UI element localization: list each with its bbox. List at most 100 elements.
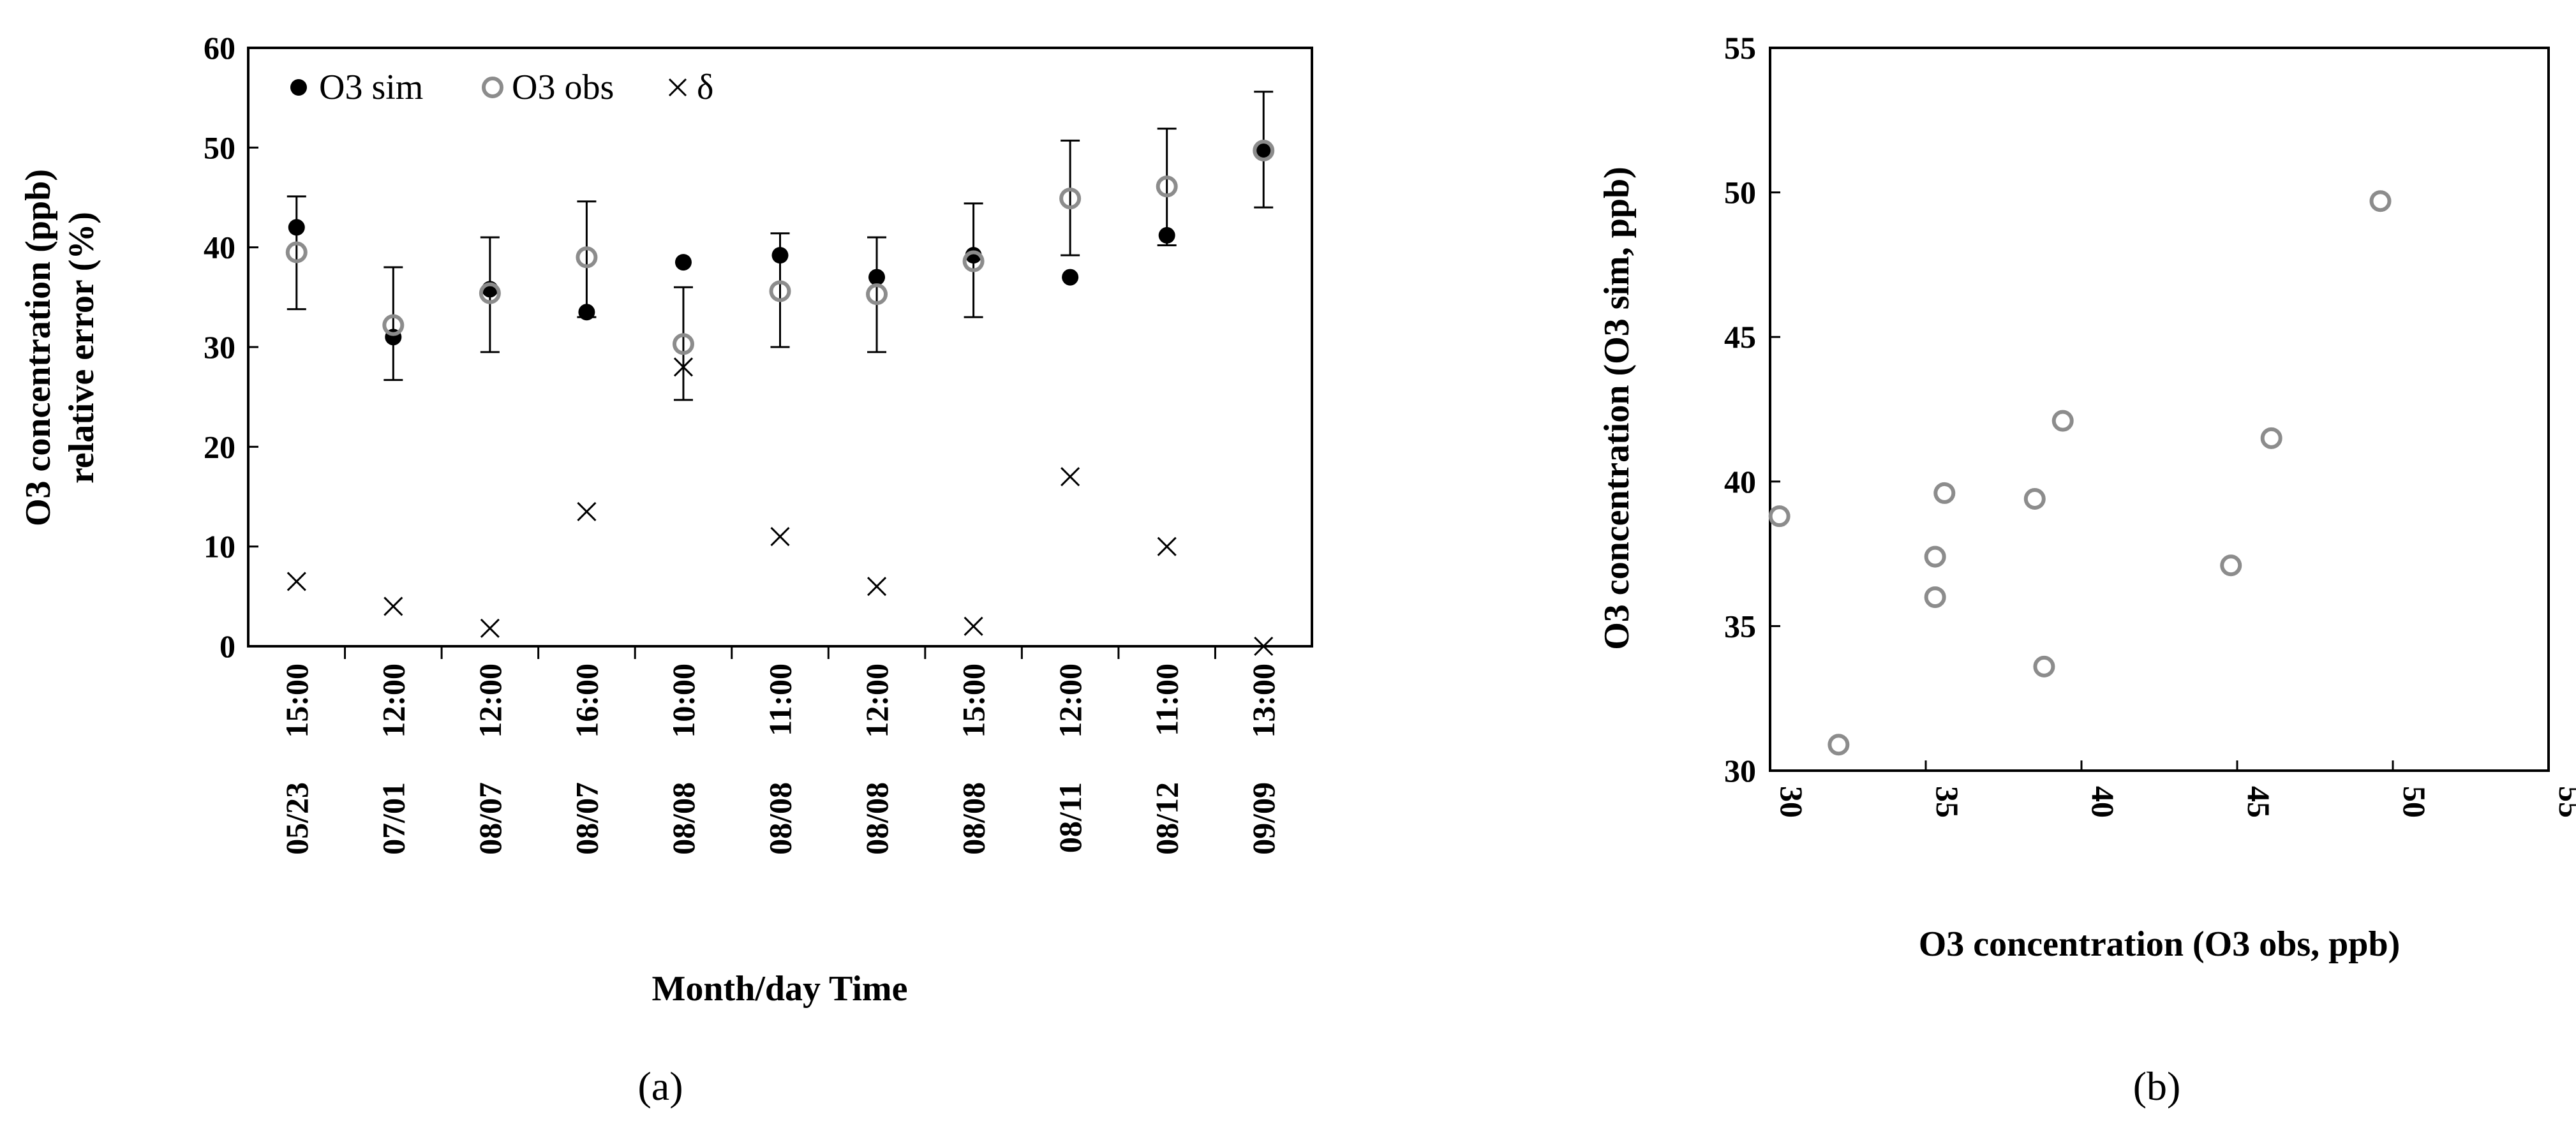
x-category-time: 13:00 <box>1246 663 1281 738</box>
y-tick-label: 40 <box>204 230 235 265</box>
x-tick-label-group: 55 <box>2552 786 2576 818</box>
legend-delta-marker <box>668 78 687 97</box>
obs-point <box>1156 175 1178 198</box>
sim-point <box>288 219 305 236</box>
obs-point <box>1253 140 1275 162</box>
x-category-time: 15:00 <box>956 663 992 738</box>
delta-stroke <box>383 596 403 616</box>
x-category-time: 15:00 <box>279 663 315 738</box>
x-category-date: 05/23 <box>279 782 315 855</box>
x-category-label: 16:00 08/07 <box>569 663 604 855</box>
x-category-label: 12:00 08/07 <box>472 663 508 855</box>
x-category-date: 08/08 <box>666 782 701 855</box>
x-category-date: 08/12 <box>1149 782 1185 855</box>
legend-obs-label: O3 obs <box>512 68 614 107</box>
x-category-time: 11:00 <box>763 663 798 736</box>
x-tick-label: 40 <box>2085 786 2121 818</box>
x-category-time: 12:00 <box>375 663 411 738</box>
x-tick-label-group: 35 <box>1930 786 1965 818</box>
panel-a-chart: 0 10 20 30 40 50 60 15:00 05/23 12:00 07/01 12:00 0… <box>19 30 1313 1109</box>
obs-point <box>672 333 694 355</box>
scatter-point <box>2023 487 2046 510</box>
x-category-time: 10:00 <box>666 663 701 738</box>
panel-b-y-ticks: 30 35 40 45 50 55 <box>1724 30 1780 789</box>
delta-stroke <box>1061 467 1080 487</box>
panel-a-marks <box>285 140 1275 656</box>
x-category-time: 12:00 <box>1052 663 1088 738</box>
x-tick-label: 55 <box>2552 786 2576 818</box>
x-category-label: 12:00 08/11 <box>1052 663 1088 853</box>
panel-b-y-title: O3 concentration (O3 sim, ppb) <box>1597 167 1637 650</box>
y-tick-label: 60 <box>204 30 235 66</box>
y-tick-label: 20 <box>204 429 235 464</box>
x-category-label: 11:00 08/08 <box>763 663 798 855</box>
obs-point <box>285 241 308 263</box>
delta-point <box>867 577 887 596</box>
panel-a-label: (a) <box>637 1063 683 1109</box>
delta-point <box>480 618 500 638</box>
legend-sim-marker <box>290 79 307 96</box>
x-tick-label: 35 <box>1930 786 1965 818</box>
obs-point <box>576 246 598 269</box>
scatter-point <box>1828 734 1850 756</box>
panel-b-ylabel: O3 concentration (O3 sim, ppb) <box>1597 167 1637 650</box>
x-category-date: 08/08 <box>763 782 798 855</box>
sim-point <box>965 247 982 264</box>
sim-point <box>674 254 692 271</box>
x-category-date: 08/08 <box>859 782 895 855</box>
panel-a-legend: O3 sim O3 obs δ <box>290 68 713 107</box>
delta-stroke <box>1254 636 1274 656</box>
panel-b-x-ticks: 30 35 40 45 50 55 <box>1769 760 2576 818</box>
x-tick-label: 45 <box>2241 786 2277 818</box>
obs-point <box>1059 188 1082 210</box>
delta-stroke <box>867 577 887 596</box>
delta-point <box>1157 537 1177 556</box>
delta-point <box>383 596 403 616</box>
delta-stroke <box>770 526 790 547</box>
legend-delta-label: δ <box>697 68 713 107</box>
x-category-date: 08/08 <box>956 782 992 855</box>
obs-point <box>382 314 405 336</box>
scatter-point <box>2033 655 2055 678</box>
scatter-point <box>2260 427 2282 449</box>
x-category-label: 10:00 08/08 <box>666 663 701 855</box>
legend-sim-label: O3 sim <box>319 68 423 107</box>
sim-point <box>1158 226 1175 244</box>
y-tick-label: 40 <box>1724 464 1756 500</box>
delta-stroke <box>577 501 597 522</box>
y-tick-label: 10 <box>204 529 235 565</box>
x-category-time: 12:00 <box>472 663 508 738</box>
panel-b-chart: 30 35 40 45 50 55 30 35 40 45 50 55 O3 concentrati… <box>1597 30 2576 1109</box>
x-category-time: 16:00 <box>569 663 604 738</box>
x-tick-label-group: 30 <box>1774 786 1810 818</box>
x-category-date: 09/09 <box>1246 782 1281 855</box>
delta-point <box>577 501 597 522</box>
obs-point <box>769 280 791 302</box>
delta-stroke <box>964 616 983 636</box>
x-category-date: 08/07 <box>472 782 508 855</box>
scatter-point <box>1768 505 1791 528</box>
x-tick-label: 30 <box>1774 786 1810 818</box>
panel-b-label: (b) <box>2133 1063 2181 1109</box>
x-tick-label-group: 40 <box>2085 786 2121 818</box>
scatter-point <box>1924 586 1946 609</box>
panel-b-x-title: O3 concentration (O3 obs, ppb) <box>1919 924 2401 964</box>
scatter-point <box>1933 482 1956 504</box>
x-category-date: 07/01 <box>375 782 411 855</box>
delta-stroke <box>480 618 500 638</box>
legend-obs-marker <box>482 77 503 98</box>
x-category-time: 11:00 <box>1149 663 1185 736</box>
sim-point <box>771 247 789 264</box>
y-tick-label: 30 <box>204 329 235 365</box>
obs-point <box>866 283 888 306</box>
delta-stroke <box>287 572 306 591</box>
delta-point <box>1061 467 1080 487</box>
x-tick-label-group: 45 <box>2241 786 2277 818</box>
x-category-label: 12:00 08/08 <box>859 663 895 855</box>
y-tick-label: 50 <box>1724 175 1756 211</box>
panel-a-y-title: O3 concentration (ppb) relative error (%… <box>19 169 101 526</box>
panel-a-ylabel-line2: relative error (%) <box>62 212 101 484</box>
x-category-label: 15:00 08/08 <box>956 663 992 855</box>
x-category-date: 08/07 <box>569 782 604 855</box>
